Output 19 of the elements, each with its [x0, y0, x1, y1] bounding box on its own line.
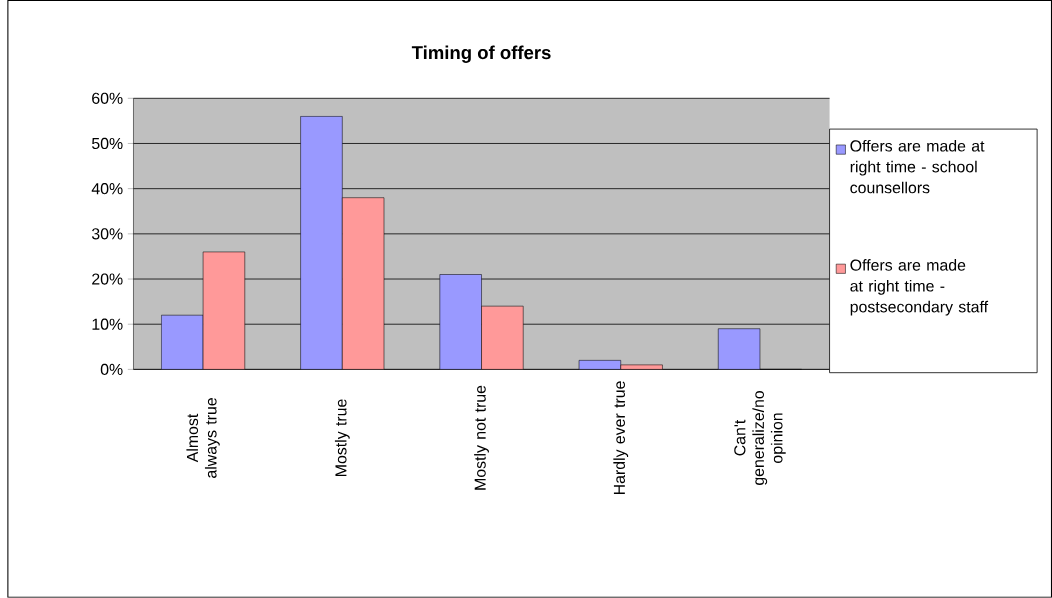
- bar: [717, 328, 761, 370]
- x-tick-label: Almost always true: [186, 398, 220, 479]
- y-tick-label: 10%: [92, 318, 123, 330]
- x-tick-label: Mostly not true: [474, 385, 489, 490]
- y-tick-label: 50%: [91, 137, 123, 150]
- legend-label: Offers are made at right time - school counsellors: [850, 140, 985, 194]
- y-tick-label: 20%: [92, 273, 123, 285]
- bar: [439, 274, 482, 370]
- x-tick-label: Mostly true: [334, 399, 350, 477]
- chart-title: Timing of offers: [411, 45, 551, 64]
- bar: [300, 116, 343, 370]
- x-tick-label: Can't generalize/no opinion: [734, 391, 786, 486]
- y-tick-label: 60%: [92, 92, 123, 105]
- x-tick-label: Hardly ever true: [613, 381, 629, 495]
- y-tick-label: 30%: [91, 228, 123, 240]
- legend-label: Offers are made at right time - postsecondary staff: [850, 259, 989, 316]
- y-tick-label: 0%: [100, 363, 123, 376]
- bar: [161, 315, 204, 370]
- y-tick-label: 40%: [91, 183, 123, 195]
